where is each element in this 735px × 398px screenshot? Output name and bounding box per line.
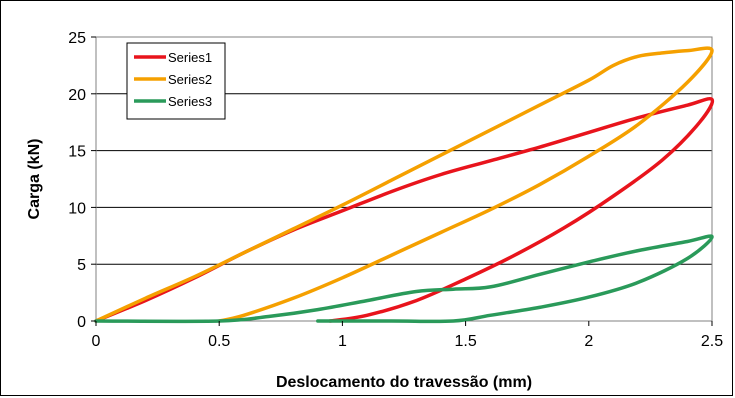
series-group — [94, 46, 715, 324]
x-axis-ticks: 0 0.5 1 1.5 2 2.5 — [92, 321, 723, 350]
y-axis-title: Carga (kN) — [26, 139, 43, 220]
x-axis-title: Deslocamento do travessão (mm) — [276, 374, 532, 391]
y-tick-label: 10 — [68, 200, 86, 217]
y-tick-label: 25 — [68, 30, 86, 47]
legend-label-2: Series2 — [168, 72, 212, 87]
x-tick-label: 0.5 — [208, 333, 230, 350]
y-tick-label: 5 — [77, 257, 86, 274]
x-tick-label: 1 — [338, 333, 347, 350]
legend: Series1 Series2 Series3 — [126, 42, 226, 120]
x-tick-label: 0 — [92, 333, 101, 350]
legend-label-1: Series1 — [168, 50, 212, 65]
series-line-3 — [94, 234, 714, 324]
legend-label-3: Series3 — [168, 94, 212, 109]
y-tick-label: 20 — [68, 87, 86, 104]
y-tick-label: 0 — [77, 314, 86, 331]
x-tick-label: 2 — [584, 333, 593, 350]
x-tick-label: 2.5 — [701, 333, 723, 350]
y-axis-ticks: 0 5 10 15 20 25 — [68, 30, 96, 331]
x-tick-label: 1.5 — [454, 333, 476, 350]
series-line-2 — [94, 46, 714, 323]
y-tick-label: 15 — [68, 144, 86, 161]
